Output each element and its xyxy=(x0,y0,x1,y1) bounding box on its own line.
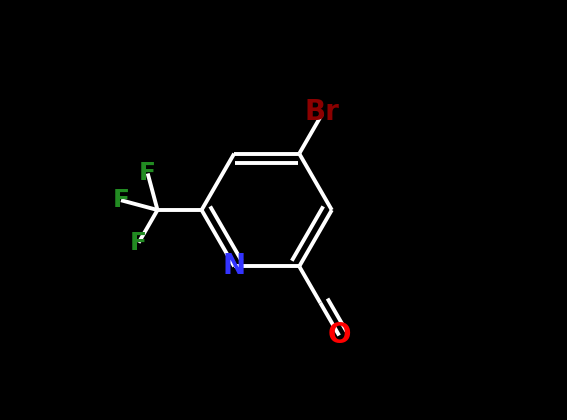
Text: N: N xyxy=(223,252,246,281)
Text: F: F xyxy=(112,188,129,212)
Text: O: O xyxy=(327,321,351,349)
Text: Br: Br xyxy=(305,98,340,126)
Text: F: F xyxy=(130,231,147,255)
Text: F: F xyxy=(139,161,156,186)
